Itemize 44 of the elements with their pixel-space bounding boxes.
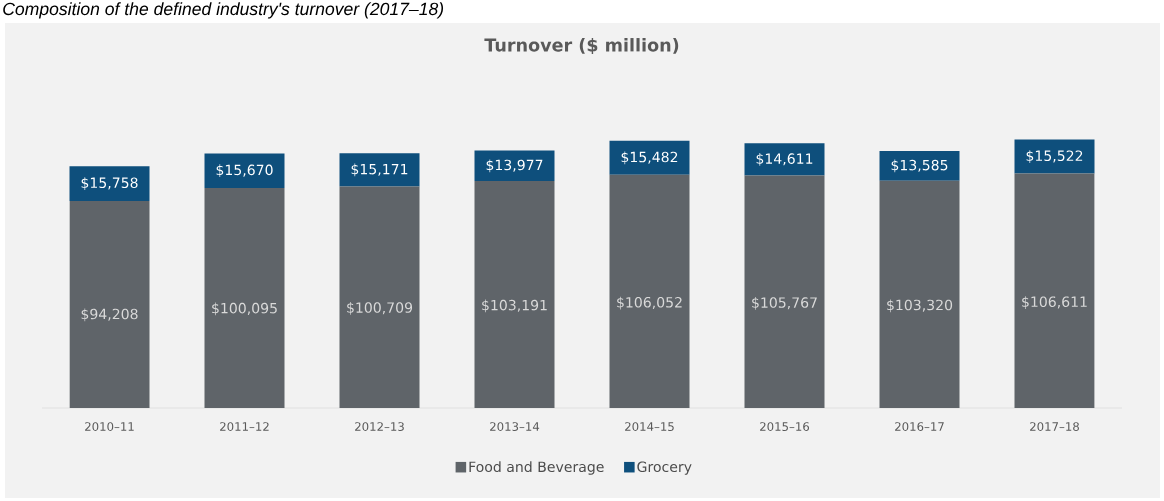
bar [1014, 173, 1095, 408]
x-tick-label: 2017–18 [1030, 422, 1079, 431]
data-label: $105,767 [752, 296, 817, 310]
x-tick-label: 2013–14 [490, 422, 540, 431]
data-label: $13,585 [891, 159, 948, 173]
data-label: $15,758 [81, 177, 138, 190]
data-label: $106,052 [617, 296, 682, 310]
x-tick-label: 2011–12 [220, 422, 269, 431]
bar [1014, 139, 1095, 174]
data-label: $103,191 [482, 299, 547, 313]
bar [339, 186, 420, 408]
bar [609, 174, 690, 408]
bar [204, 187, 285, 408]
data-label: $100,709 [347, 301, 413, 315]
bar [204, 153, 285, 188]
data-label: $15,171 [351, 163, 408, 177]
chart-title: Turnover ($ million) [484, 38, 679, 54]
data-label: $15,482 [621, 151, 678, 165]
x-tick-label: 2016–17 [895, 422, 944, 431]
legend-label: Food and Beverage [469, 461, 604, 475]
x-tick-label: 2015–16 [760, 422, 810, 431]
bar [609, 140, 690, 175]
data-label: $106,611 [1022, 296, 1087, 309]
bar [744, 143, 825, 176]
bar [69, 166, 150, 201]
x-tick-label: 2012–13 [355, 422, 404, 431]
x-tick-label: 2014–15 [625, 422, 674, 431]
bar [879, 180, 960, 408]
data-label: $94,208 [81, 308, 138, 322]
bar [879, 150, 960, 181]
x-tick-label: 2010–11 [85, 422, 134, 431]
bar [339, 153, 420, 187]
legend-label: Grocery [637, 461, 692, 475]
data-label: $13,977 [486, 159, 543, 173]
text: Composition of the defined industry's turnover (2017–18) [3, 2, 444, 19]
bar [474, 181, 555, 408]
bar [474, 150, 555, 182]
bar [744, 175, 825, 408]
data-label: $14,611 [756, 153, 813, 166]
data-label: $100,095 [212, 302, 277, 316]
data-label: $103,320 [887, 299, 953, 313]
bar [69, 200, 150, 408]
data-label: $15,670 [216, 164, 273, 178]
data-label: $15,522 [1026, 150, 1083, 163]
